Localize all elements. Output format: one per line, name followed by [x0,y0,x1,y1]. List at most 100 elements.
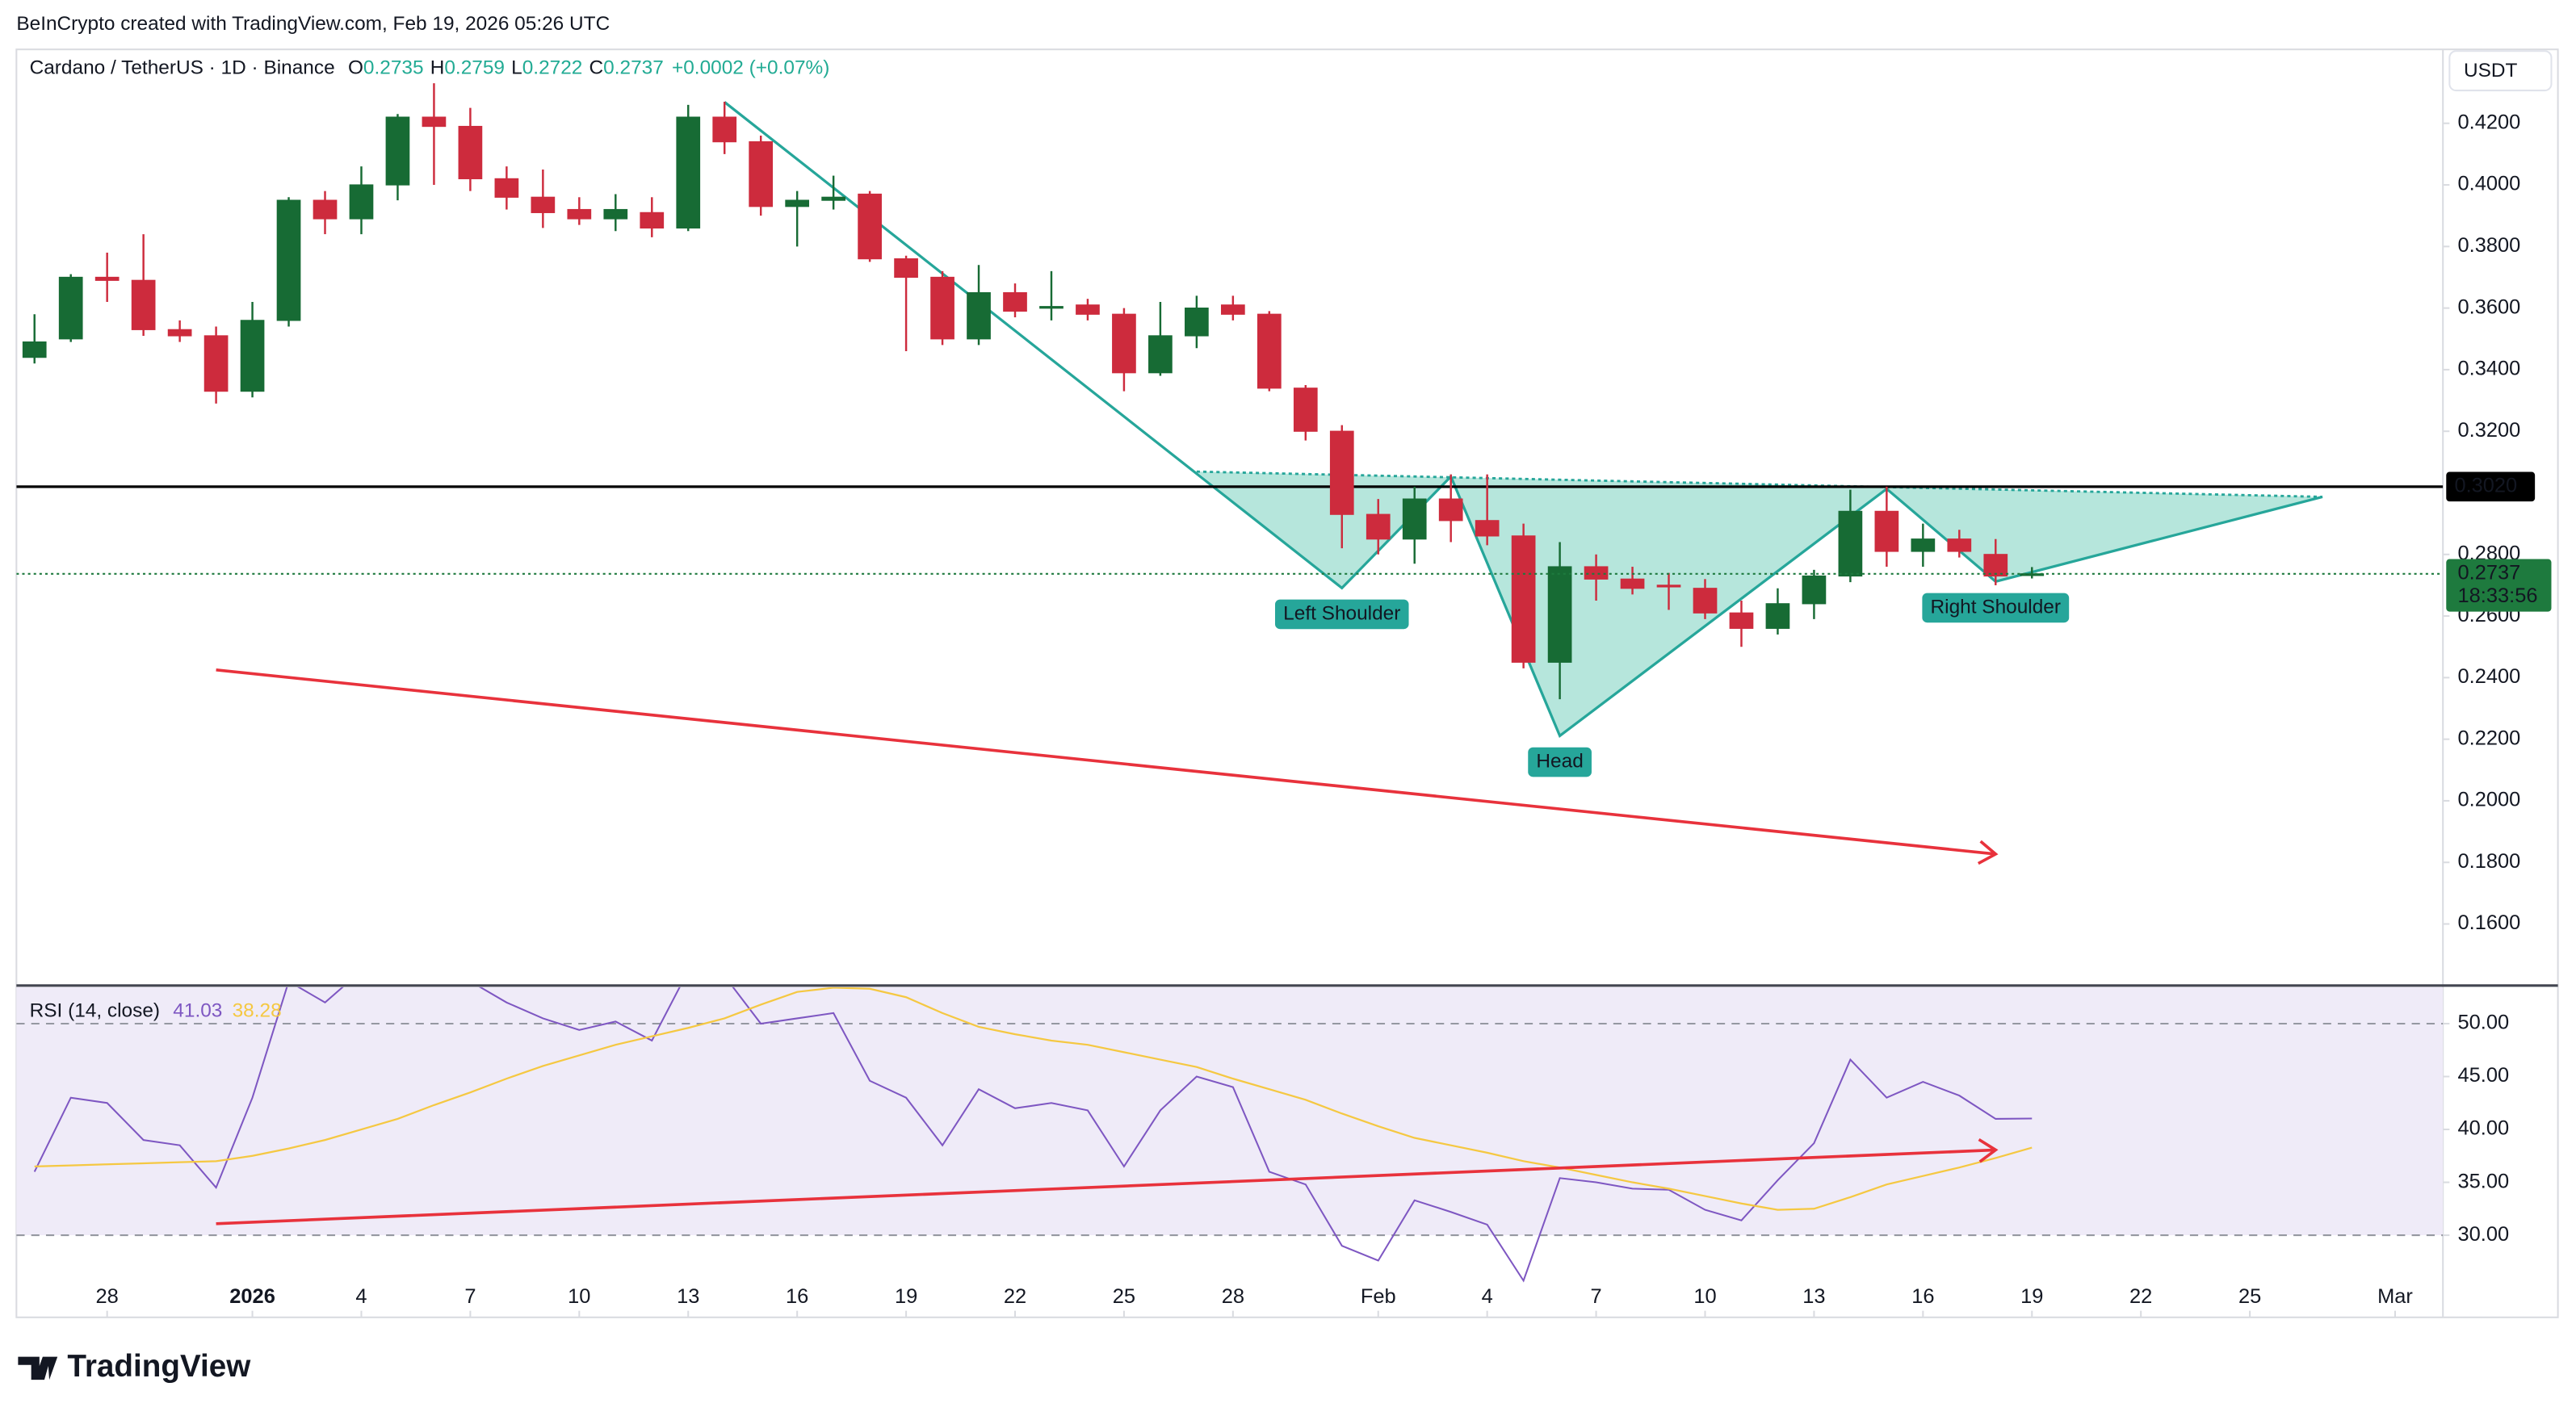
candle-body [1257,313,1282,389]
trend-arrow [216,1148,1996,1225]
candle-body [349,184,374,220]
l-label: L [511,57,522,79]
hline-label: 0.3020 [2454,475,2517,497]
candle-body [930,276,954,340]
x-tick-label: Mar [2377,1285,2413,1308]
candle-body [1438,498,1463,522]
price-label: 0.2737 [2458,562,2521,584]
rsi-band [16,987,2444,1236]
candle-body [1185,308,1209,337]
y-tick-label: 0.3400 [2458,358,2521,380]
candle-body [1620,578,1645,589]
candle-body [1329,430,1354,515]
candle-body [967,291,991,340]
x-tick-label: 4 [355,1285,367,1308]
candle-body [385,116,410,186]
candle-body [1402,498,1427,540]
candle-body [1983,554,2008,577]
x-tick-label: 25 [1113,1285,1135,1308]
y-tick-label: 45.00 [2458,1064,2510,1087]
candle-body [276,199,301,321]
symbol-legend: Cardano / TetherUS · 1D · Binance O0.2735… [30,57,830,79]
rsi-value: 41.03 [173,1000,222,1022]
candle-body [1475,520,1500,537]
candle-body [1838,510,1863,577]
candle-body [821,196,845,201]
candle-body [1547,566,1572,663]
candle-body [1947,538,1972,552]
x-tick-label: 13 [1802,1285,1825,1308]
candle-body [1874,510,1899,552]
rsi-legend: RSI (14, close) 41.03 38.28 [30,1000,282,1022]
candle-body [712,116,737,143]
candle-body [22,341,47,358]
price-label-box [2446,559,2552,612]
y-tick-label: 0.2200 [2458,727,2521,749]
y-tick-label: 0.1800 [2458,850,2521,873]
candle-body [749,141,774,207]
candle-body [458,125,483,180]
candle-body [603,208,628,220]
x-tick-label: 16 [1911,1285,1934,1308]
y-tick-label: 50.00 [2458,1012,2510,1034]
x-tick-label: 28 [96,1285,119,1308]
o-label: O [348,57,363,79]
x-tick-label: 10 [1693,1285,1716,1308]
credit: BeInCrypto created with TradingView.com,… [16,13,610,35]
candle-body [131,279,156,330]
pattern-label: Head [1536,750,1583,772]
frame [15,48,2559,1318]
logo-text: TradingView [67,1349,251,1384]
y-tick-label: 30.00 [2458,1223,2510,1246]
candle-body [58,276,83,340]
candle-body [1366,513,1391,540]
currency: USDT [2464,60,2518,82]
symbol: Cardano / TetherUS · 1D · Binance [30,57,335,79]
x-tick-label: 7 [464,1285,476,1308]
candle-body [1076,304,1100,315]
candle-body [203,335,229,392]
candle-body [531,196,556,213]
y-tick-label: 0.3600 [2458,295,2521,318]
candle-body [676,116,701,229]
rsi-ma-value: 38.28 [233,1000,282,1022]
currency-button[interactable] [2448,50,2553,92]
countdown: 18:33:56 [2458,584,2538,607]
candle-body [894,258,918,279]
candle-body [567,208,592,220]
x-tick-label: 28 [1222,1285,1244,1308]
pattern-label-box [1922,593,2070,623]
c-label: C [589,57,604,79]
arrow-head [1977,840,1999,865]
candle-body [1765,603,1790,629]
x-tick-label: 10 [568,1285,590,1308]
x-tick-label: 19 [2020,1285,2043,1308]
candle-body [422,116,447,128]
x-tick-label: 19 [895,1285,917,1308]
y-tick-label: 40.00 [2458,1117,2510,1140]
rsi-line [33,987,2033,1283]
x-tick-label: 16 [786,1285,808,1308]
x-tick-label: 25 [2238,1285,2261,1308]
pattern-label-box [1275,599,1409,630]
pattern-label: Right Shoulder [1931,596,2061,618]
candle-body [1911,538,1936,552]
c-value: 0.2737 [603,57,664,79]
y-tick-label: 0.2000 [2458,789,2521,811]
logo-mark [18,1356,58,1380]
candle-body [494,178,519,198]
h-value: 0.2759 [444,57,505,79]
pattern-label-box [1528,747,1592,777]
candle-body [1802,575,1827,605]
candle-body [2020,573,2045,576]
x-tick-label: 22 [2129,1285,2152,1308]
candle-body [1003,291,1027,312]
x-tick-label: 4 [1482,1285,1493,1308]
candle-body [1693,588,1718,614]
candle-body [1293,388,1318,432]
l-value: 0.2722 [522,57,583,79]
candle-body [1729,612,1754,629]
candle-body [167,329,192,337]
candle-body [240,320,265,392]
